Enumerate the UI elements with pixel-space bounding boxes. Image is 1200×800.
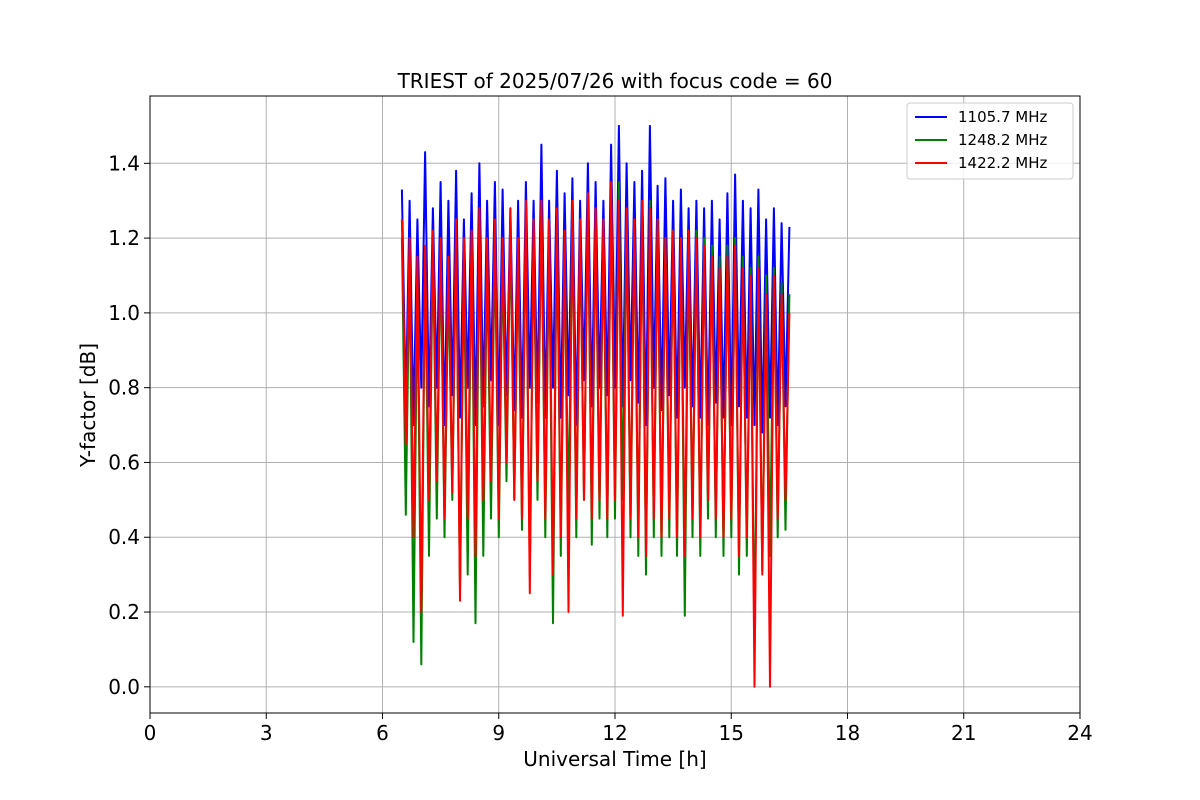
x-tick-label: 24 [1067, 721, 1092, 745]
series-line-3 [400, 181, 791, 688]
x-tick-label: 12 [602, 721, 627, 745]
x-tick-label: 21 [951, 721, 976, 745]
y-tick-label: 0.6 [108, 450, 140, 474]
x-axis-label: Universal Time [h] [523, 747, 706, 771]
x-tick-label: 9 [492, 721, 505, 745]
x-tick-label: 6 [376, 721, 389, 745]
series-layer [400, 124, 791, 688]
y-tick-label: 1.0 [108, 301, 140, 325]
y-tick-label: 0.8 [108, 376, 140, 400]
legend-box [906, 102, 1074, 180]
series-line-1 [400, 124, 791, 434]
ticks: 0 3 6 9 12 15 18 21 24 0.0 0.2 0.4 0.6 0.8 1.0 1.2 1.4 [108, 151, 1093, 745]
chart-title: TRIEST of 2025/07/26 with focus code = 6… [397, 69, 833, 93]
x-tick-label: 15 [719, 721, 744, 745]
legend: 1105.7 MHz 1248.2 MHz 1422.2 MHz [906, 102, 1074, 180]
y-axis-label: Y-factor [dB] [76, 343, 100, 468]
legend-label-1422: 1422.2 MHz [958, 154, 1047, 172]
legend-label-1248: 1248.2 MHz [958, 131, 1047, 149]
y-tick-label: 0.4 [108, 525, 140, 549]
x-tick-label: 3 [260, 721, 273, 745]
y-tick-label: 0.2 [108, 600, 140, 624]
y-tick-label: 0.0 [108, 675, 140, 699]
y-tick-label: 1.2 [108, 226, 140, 250]
y-tick-label: 1.4 [108, 151, 140, 175]
legend-label-1105: 1105.7 MHz [958, 108, 1047, 126]
x-tick-label: 18 [835, 721, 860, 745]
x-tick-label: 0 [144, 721, 157, 745]
